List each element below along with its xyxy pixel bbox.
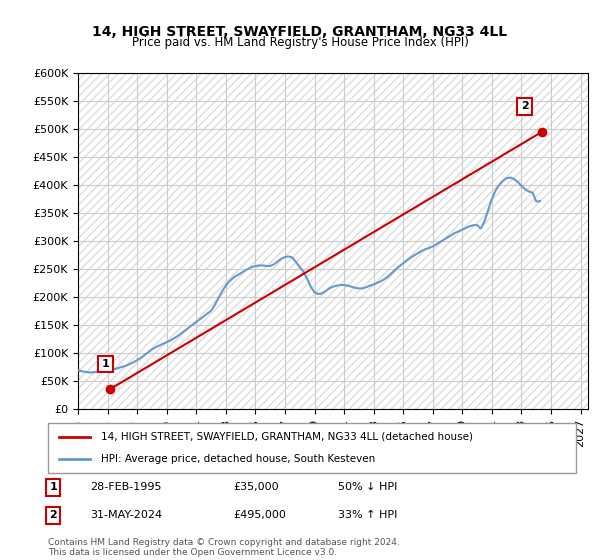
Text: HPI: Average price, detached house, South Kesteven: HPI: Average price, detached house, Sout… — [101, 454, 375, 464]
Text: Price paid vs. HM Land Registry's House Price Index (HPI): Price paid vs. HM Land Registry's House … — [131, 36, 469, 49]
FancyBboxPatch shape — [48, 423, 576, 473]
Text: 2: 2 — [521, 101, 529, 111]
Text: 1: 1 — [101, 359, 109, 369]
Text: 33% ↑ HPI: 33% ↑ HPI — [338, 510, 398, 520]
Text: 2: 2 — [49, 510, 57, 520]
Text: 1: 1 — [49, 482, 57, 492]
Text: 31-MAY-2024: 31-MAY-2024 — [90, 510, 163, 520]
Text: £35,000: £35,000 — [233, 482, 278, 492]
Text: £495,000: £495,000 — [233, 510, 286, 520]
Text: Contains HM Land Registry data © Crown copyright and database right 2024.
This d: Contains HM Land Registry data © Crown c… — [48, 538, 400, 557]
Text: 14, HIGH STREET, SWAYFIELD, GRANTHAM, NG33 4LL (detached house): 14, HIGH STREET, SWAYFIELD, GRANTHAM, NG… — [101, 432, 473, 442]
Text: 50% ↓ HPI: 50% ↓ HPI — [338, 482, 398, 492]
Text: 14, HIGH STREET, SWAYFIELD, GRANTHAM, NG33 4LL: 14, HIGH STREET, SWAYFIELD, GRANTHAM, NG… — [92, 25, 508, 39]
Text: 28-FEB-1995: 28-FEB-1995 — [90, 482, 162, 492]
